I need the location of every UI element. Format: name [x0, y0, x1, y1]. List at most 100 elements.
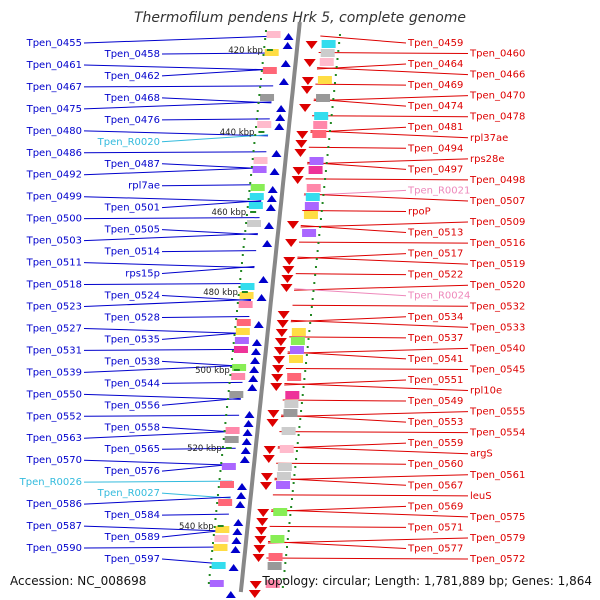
gene-label[interactable]: Tpen_0466 — [469, 70, 525, 81]
gene-label[interactable]: Tpen_0476 — [104, 115, 160, 126]
gene-label[interactable]: Tpen_0532 — [469, 301, 525, 312]
gene-label[interactable]: Tpen_0549 — [407, 396, 463, 407]
gene-label[interactable]: Tpen_0522 — [407, 270, 463, 281]
gene-label[interactable]: Tpen_0576 — [104, 466, 160, 477]
gene-label[interactable]: rpoP — [408, 206, 431, 217]
gene-label[interactable]: Tpen_0511 — [26, 258, 82, 269]
gene-label[interactable]: Tpen_0517 — [407, 249, 463, 260]
gene-label[interactable]: Tpen_0553 — [407, 417, 463, 428]
gene-label[interactable]: Tpen_0468 — [104, 93, 160, 104]
gene-label[interactable]: Tpen_0575 — [469, 512, 525, 523]
gene-label[interactable]: Tpen_0486 — [26, 148, 82, 159]
gene-label[interactable]: Tpen_0563 — [26, 433, 82, 444]
gene-label[interactable]: Tpen_0480 — [26, 126, 82, 137]
gene-label[interactable]: rps15p — [125, 269, 160, 280]
rna-label[interactable]: Tpen_R0024 — [407, 291, 470, 302]
gene-label[interactable]: Tpen_0567 — [407, 480, 463, 491]
gene-label[interactable]: Tpen_0535 — [104, 334, 160, 345]
gene-label[interactable]: Tpen_0534 — [407, 312, 463, 323]
gene-label[interactable]: argS — [470, 449, 493, 460]
gene-label[interactable]: Tpen_0533 — [469, 322, 525, 333]
gene-label[interactable]: Tpen_0560 — [407, 459, 463, 470]
gene-label[interactable]: Tpen_0499 — [26, 192, 82, 203]
gene-label[interactable]: Tpen_0497 — [407, 164, 463, 175]
gene-label[interactable]: Tpen_0565 — [104, 444, 160, 455]
gene-label[interactable]: Tpen_0470 — [469, 91, 525, 102]
gene-label[interactable]: Tpen_0559 — [407, 438, 463, 449]
gene-label[interactable]: Tpen_0520 — [469, 280, 525, 291]
gene-label[interactable]: Tpen_0518 — [26, 280, 82, 291]
gene-label[interactable]: Tpen_0528 — [104, 312, 160, 323]
gene-label[interactable]: rpl7ae — [128, 181, 160, 192]
gene-label[interactable]: Tpen_0494 — [407, 143, 463, 154]
gene-label[interactable]: Tpen_0555 — [469, 407, 525, 418]
gene-label[interactable]: Tpen_0505 — [104, 225, 160, 236]
gene-label[interactable]: Tpen_0519 — [469, 259, 525, 270]
gene-label[interactable]: Tpen_0572 — [469, 554, 525, 565]
gene-label[interactable]: Tpen_0558 — [104, 422, 160, 433]
gene-label[interactable]: Tpen_0569 — [407, 501, 463, 512]
gene-label[interactable]: leuS — [470, 491, 492, 502]
gene-label[interactable]: Tpen_0577 — [407, 543, 463, 554]
gene-label[interactable]: Tpen_0464 — [407, 59, 463, 70]
rna-label[interactable]: Tpen_R0020 — [97, 137, 160, 148]
gene-label[interactable]: Tpen_0556 — [104, 400, 160, 411]
gene-label[interactable]: Tpen_0458 — [104, 49, 160, 60]
gene-label[interactable]: Tpen_0507 — [469, 196, 525, 207]
gene-label[interactable]: Tpen_0571 — [407, 522, 463, 533]
gene-label[interactable]: Tpen_0501 — [104, 203, 160, 214]
gene-label[interactable]: Tpen_0461 — [26, 60, 82, 71]
gene-label[interactable]: Tpen_0503 — [26, 236, 82, 247]
gene-label[interactable]: Tpen_0561 — [469, 470, 525, 481]
gene-label[interactable]: Tpen_0551 — [407, 375, 463, 386]
gene-label[interactable]: Tpen_0545 — [469, 364, 525, 375]
gene-label[interactable]: Tpen_0527 — [26, 323, 82, 334]
gene-label[interactable]: Tpen_0514 — [104, 247, 160, 258]
gene-label[interactable]: Tpen_0462 — [104, 71, 160, 82]
gene-label[interactable]: Tpen_0467 — [26, 82, 82, 93]
gene-label[interactable]: Tpen_0554 — [469, 428, 525, 439]
gene-label[interactable]: Tpen_0474 — [407, 101, 463, 112]
gene-label[interactable]: Tpen_0475 — [26, 104, 82, 115]
gene-label[interactable]: Tpen_0590 — [26, 543, 82, 554]
gene-label[interactable]: Tpen_0498 — [469, 175, 525, 186]
gene-label[interactable]: Tpen_0459 — [407, 38, 463, 49]
gene-label[interactable]: Tpen_0460 — [469, 49, 525, 60]
gene-label[interactable]: Tpen_0584 — [104, 510, 160, 521]
minor-tick — [209, 566, 212, 568]
gene-label[interactable]: Tpen_0531 — [26, 345, 82, 356]
gene-label[interactable]: rpl10e — [470, 386, 502, 397]
gene-label[interactable]: Tpen_0487 — [104, 159, 160, 170]
gene-label[interactable]: Tpen_0513 — [407, 228, 463, 239]
gene-label[interactable]: Tpen_0539 — [26, 367, 82, 378]
gene-label[interactable]: Tpen_0537 — [407, 333, 463, 344]
gene-label[interactable]: Tpen_0509 — [469, 217, 525, 228]
rna-label[interactable]: Tpen_R0026 — [19, 477, 82, 488]
gene-label[interactable]: Tpen_0481 — [407, 122, 463, 133]
rna-label[interactable]: Tpen_R0027 — [97, 488, 160, 499]
gene-label[interactable]: Tpen_0516 — [469, 238, 525, 249]
minor-tick — [330, 114, 333, 116]
gene-label[interactable]: Tpen_0570 — [26, 455, 82, 466]
gene-label[interactable]: Tpen_0550 — [26, 389, 82, 400]
gene-label[interactable]: Tpen_0597 — [104, 554, 160, 565]
rna-label[interactable]: Tpen_R0021 — [407, 185, 470, 196]
gene-label[interactable]: Tpen_0589 — [104, 532, 160, 543]
gene-label[interactable]: Tpen_0540 — [469, 343, 525, 354]
gene-label[interactable]: Tpen_0455 — [26, 38, 82, 49]
gene-label[interactable]: Tpen_0538 — [104, 356, 160, 367]
gene-label[interactable]: Tpen_0544 — [104, 378, 160, 389]
gene-label[interactable]: Tpen_0586 — [26, 499, 82, 510]
gene-label[interactable]: Tpen_0469 — [407, 80, 463, 91]
gene-label[interactable]: rpl37ae — [470, 133, 508, 144]
gene-label[interactable]: rps28e — [470, 154, 505, 165]
gene-label[interactable]: Tpen_0552 — [26, 411, 82, 422]
gene-label[interactable]: Tpen_0541 — [407, 354, 463, 365]
gene-label[interactable]: Tpen_0500 — [26, 214, 82, 225]
gene-label[interactable]: Tpen_0579 — [469, 533, 525, 544]
gene-label[interactable]: Tpen_0478 — [469, 112, 525, 123]
gene-label[interactable]: Tpen_0523 — [26, 301, 82, 312]
gene-label[interactable]: Tpen_0492 — [26, 170, 82, 181]
gene-label[interactable]: Tpen_0587 — [26, 521, 82, 532]
gene-label[interactable]: Tpen_0524 — [104, 291, 160, 302]
